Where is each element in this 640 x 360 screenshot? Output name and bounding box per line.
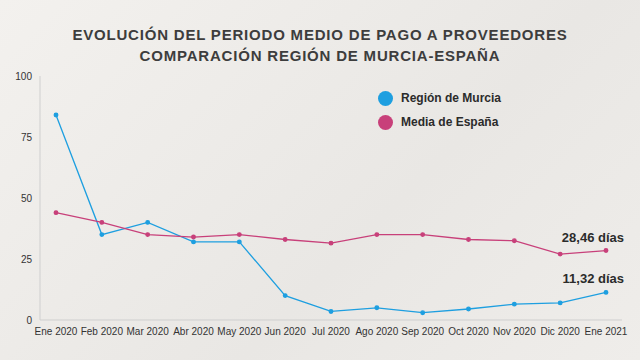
svg-text:Ene 2021: Ene 2021 bbox=[585, 326, 628, 337]
svg-text:Jul 2020: Jul 2020 bbox=[312, 326, 350, 337]
svg-text:Nov 2020: Nov 2020 bbox=[493, 326, 536, 337]
svg-text:Oct 2020: Oct 2020 bbox=[448, 326, 489, 337]
svg-text:25: 25 bbox=[21, 254, 33, 265]
svg-text:Sep 2020: Sep 2020 bbox=[401, 326, 444, 337]
svg-text:Ene 2020: Ene 2020 bbox=[35, 326, 78, 337]
html-text:COMPARACIÓN REGIÓN DE MURCIA-E: COMPARACIÓN REGIÓN DE MURCIA-ESPAÑA bbox=[139, 47, 501, 64]
svg-text:May 2020: May 2020 bbox=[217, 326, 261, 337]
svg-text:11,32 días: 11,32 días bbox=[563, 271, 624, 286]
svg-text:Abr 2020: Abr 2020 bbox=[173, 326, 214, 337]
svg-text:Mar 2020: Mar 2020 bbox=[127, 326, 170, 337]
svg-text:100: 100 bbox=[15, 71, 32, 82]
svg-text:50: 50 bbox=[21, 193, 33, 204]
svg-text:75: 75 bbox=[21, 132, 33, 143]
svg-text:Feb 2020: Feb 2020 bbox=[81, 326, 124, 337]
svg-text:28,46 días: 28,46 días bbox=[562, 230, 624, 245]
svg-text:0: 0 bbox=[26, 315, 32, 326]
svg-text:Jun 2020: Jun 2020 bbox=[265, 326, 307, 337]
html-text:Región de Murcia: Región de Murcia bbox=[401, 91, 501, 105]
html-text:Media de España: Media de España bbox=[401, 115, 499, 129]
html-text:EVOLUCIÓN DEL PERIODO MEDIO DE: EVOLUCIÓN DEL PERIODO MEDIO DE PAGO A PR… bbox=[72, 26, 568, 43]
svg-text:Ago 2020: Ago 2020 bbox=[355, 326, 398, 337]
svg-text:Dic 2020: Dic 2020 bbox=[540, 326, 580, 337]
